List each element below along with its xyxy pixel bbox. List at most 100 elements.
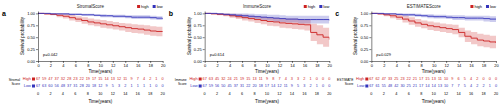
x-tick: 6 <box>408 61 411 68</box>
risk-count: 11 <box>259 77 263 81</box>
risk-count: 67 <box>203 84 207 88</box>
x-tick: 4 <box>62 61 65 68</box>
risk-count: 33 <box>388 77 392 81</box>
plot-area <box>38 13 163 36</box>
plot-area <box>205 13 330 50</box>
x-tick-label: 0 <box>37 63 40 68</box>
risk-count: 15 <box>425 77 429 81</box>
risk-count: 11 <box>123 77 127 81</box>
y-tick-label: 1.00 <box>27 11 36 16</box>
x-tick: 12 <box>444 61 449 68</box>
x-tick-label: 14 <box>290 63 295 68</box>
x-tick: 18 <box>148 61 153 68</box>
risk-count: 56 <box>55 84 59 88</box>
x-tick: 0 <box>371 61 374 68</box>
y-axis: 0.000.250.500.751.00 <box>361 11 372 64</box>
legend-swatch <box>304 5 307 8</box>
risk-count: 45 <box>227 84 231 88</box>
x-tick-label: 6 <box>241 63 244 68</box>
risk-count: 0 <box>316 77 318 81</box>
x-tick-label: 16 <box>136 63 141 68</box>
x-tick-label: 2 <box>217 63 220 68</box>
panel: 024681012141618200.000.250.500.751.00Sur… <box>169 4 333 104</box>
y-tick-mark <box>203 49 205 50</box>
risk-row-label: High <box>356 76 364 81</box>
risk-count: 1 <box>149 84 151 88</box>
y-tick: 0.00 <box>361 59 372 64</box>
legend-label: low <box>490 4 496 9</box>
x-tick: 14 <box>457 61 462 68</box>
x-tick-label: 16 <box>469 63 474 68</box>
risk-count: 48 <box>61 84 65 88</box>
x-tick: 8 <box>421 61 424 68</box>
risk-count: 17 <box>265 84 269 88</box>
x-tick: 18 <box>315 61 320 68</box>
y-tick-label: 0.00 <box>361 59 370 64</box>
y-tick-label: 1.00 <box>194 11 203 16</box>
risk-time-label: 4 <box>62 92 64 96</box>
legend-swatch <box>470 5 473 8</box>
risk-count: 2 <box>149 77 151 81</box>
risk-count: 17 <box>419 77 423 81</box>
legend-label: high <box>474 4 482 9</box>
risk-count: 0 <box>162 84 164 88</box>
x-axis-title: Time(years) <box>88 69 112 74</box>
risk-time-label: 2 <box>383 92 385 96</box>
y-tick-mark <box>203 25 205 26</box>
risk-count: 62 <box>375 77 379 81</box>
y-tick-label: 0.25 <box>194 47 203 52</box>
y-tick: 0.75 <box>361 23 372 28</box>
risk-time-label: 8 <box>253 92 255 96</box>
risk-count: 4 <box>143 77 145 81</box>
x-tick-label: 16 <box>303 63 308 68</box>
risk-count: 1 <box>310 77 312 81</box>
risk-count: 17 <box>419 84 423 88</box>
risk-time-label: 12 <box>111 92 115 96</box>
risk-count: 0 <box>322 84 324 88</box>
risk-count: 10 <box>444 84 448 88</box>
risk-count: 63 <box>42 84 46 88</box>
x-tick: 4 <box>229 61 232 68</box>
survival-curve <box>371 13 496 19</box>
x-tick: 8 <box>254 61 257 68</box>
risk-x-title: Time(years) <box>88 99 112 104</box>
risk-time-label: 18 <box>481 92 485 96</box>
risk-time-label: 20 <box>161 92 165 96</box>
confidence-band <box>38 13 163 36</box>
panel-letter: c <box>335 10 339 17</box>
confidence-band <box>371 13 496 49</box>
risk-count: 23 <box>73 77 77 81</box>
legend-item: low <box>486 4 496 9</box>
risk-count: 22 <box>407 77 411 81</box>
y-tick-mark <box>369 25 371 26</box>
y-axis-title: Survival probability <box>353 16 358 55</box>
risk-count: 47 <box>382 77 386 81</box>
risk-count: 15 <box>98 77 102 81</box>
x-tick: 2 <box>217 61 220 68</box>
risk-count: 2 <box>476 77 478 81</box>
x-tick: 20 <box>494 61 499 68</box>
risk-count: 20 <box>252 84 256 88</box>
legend: highlow <box>137 4 163 9</box>
risk-count: 67 <box>369 77 373 81</box>
legend-label: low <box>157 4 163 9</box>
risk-count: 24 <box>227 77 231 81</box>
x-tick: 16 <box>469 61 474 68</box>
risk-count: 8 <box>272 77 274 81</box>
risk-count: 11 <box>438 77 442 81</box>
risk-count: 14 <box>271 84 275 88</box>
legend-swatch <box>486 5 489 8</box>
y-tick: 1.00 <box>27 11 38 16</box>
x-tick: 12 <box>278 61 283 68</box>
y-axis: 0.000.250.500.751.00 <box>194 11 205 64</box>
x-tick-label: 8 <box>421 63 424 68</box>
x-tick-label: 18 <box>482 63 487 68</box>
risk-time-label: 18 <box>315 92 319 96</box>
risk-table: High6762473325232221171513111096542000Lo… <box>337 76 498 103</box>
risk-count: 37 <box>234 84 238 88</box>
risk-count: 20 <box>86 84 90 88</box>
risk-time-label: 16 <box>136 92 140 96</box>
x-tick-label: 20 <box>328 63 333 68</box>
survival-curve <box>38 13 163 32</box>
x-tick-label: 12 <box>278 63 283 68</box>
